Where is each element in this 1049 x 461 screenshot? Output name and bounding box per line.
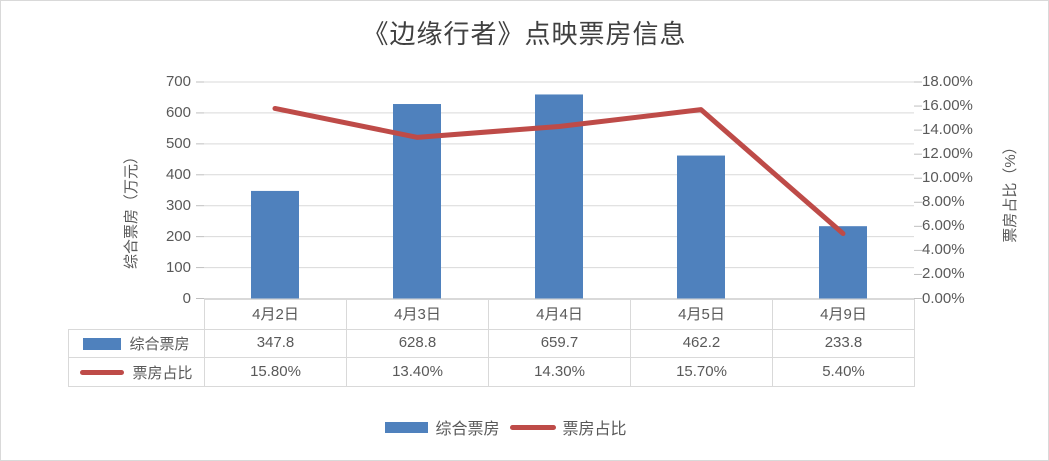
tick-label-right-0: 18.00% (922, 73, 973, 90)
series-key-0: 综合票房 (69, 329, 205, 358)
tick-label-right-1: 16.00% (922, 97, 973, 115)
tick-label-right-6: 6.00% (922, 217, 965, 235)
tick-label-right-9: 0.00% (922, 289, 965, 307)
date-header-cell-0: 4月2日 (205, 300, 347, 330)
tick-label-left-6: 100 (165, 258, 191, 276)
value-cell-s0-0: 347.8 (205, 329, 347, 358)
tick-label-left-2: 500 (165, 134, 191, 152)
value-cell-s1-2: 14.30% (489, 358, 631, 387)
tick-label-right-5: 8.00% (922, 193, 965, 211)
legend-item-line-series[interactable]: 票房占比 (509, 415, 627, 439)
value-cell-s0-3: 462.2 (631, 329, 773, 358)
value-cell-s0-4: 233.8 (773, 329, 915, 358)
series-line[interactable] (272, 105, 846, 237)
legend-label-line-series: 票房占比 (562, 421, 627, 438)
tick-label-left-1: 600 (165, 103, 191, 121)
chart-title: 《边缘行者》点映票房信息 (362, 19, 687, 49)
value-cell-s1-3: 15.70% (631, 358, 773, 387)
value-cell-s0-1: 628.8 (347, 329, 489, 358)
tick-label-left-4: 300 (165, 196, 191, 214)
series-key-label-1: 票房占比 (132, 364, 193, 382)
date-header-cell-3: 4月5日 (631, 300, 773, 330)
date-header-cell-4: 4月9日 (773, 300, 915, 330)
chart-legend: 综合票房 票房占比 (1, 415, 1011, 439)
line-series-swatch-icon (509, 424, 556, 430)
series-key-label-0: 综合票房 (129, 336, 190, 353)
bar-series-swatch-icon (385, 421, 429, 433)
value-cell-s1-0: 15.80% (205, 358, 347, 387)
tick-label-left-3: 400 (165, 165, 191, 183)
bar-0[interactable] (251, 190, 299, 299)
date-header-cell-1: 4月3日 (347, 300, 489, 330)
tick-label-right-7: 4.00% (922, 241, 965, 259)
value-cell-s0-2: 659.7 (489, 329, 631, 358)
tick-label-left-5: 200 (165, 227, 191, 245)
tick-label-right-3: 12.00% (922, 145, 973, 163)
value-cell-s1-1: 13.40% (347, 358, 489, 387)
legend-item-bar-series[interactable]: 综合票房 (385, 415, 500, 439)
tick-label-right-8: 2.00% (922, 265, 965, 283)
tick-label-left-7: 0 (182, 289, 191, 307)
bar-3[interactable] (677, 155, 725, 299)
legend-label-bar-series: 综合票房 (435, 421, 500, 438)
bar-series-swatch-icon (83, 337, 122, 350)
tick-label-right-2: 14.00% (922, 121, 973, 139)
line-series-swatch-icon (80, 369, 125, 375)
date-header-cell-2: 4月4日 (489, 300, 631, 330)
bar-4[interactable] (819, 226, 867, 299)
tick-label-right-4: 10.00% (922, 169, 973, 187)
tick-label-left-0: 700 (165, 73, 191, 90)
value-cell-s1-4: 5.40% (773, 358, 915, 387)
series-key-1: 票房占比 (69, 358, 205, 387)
